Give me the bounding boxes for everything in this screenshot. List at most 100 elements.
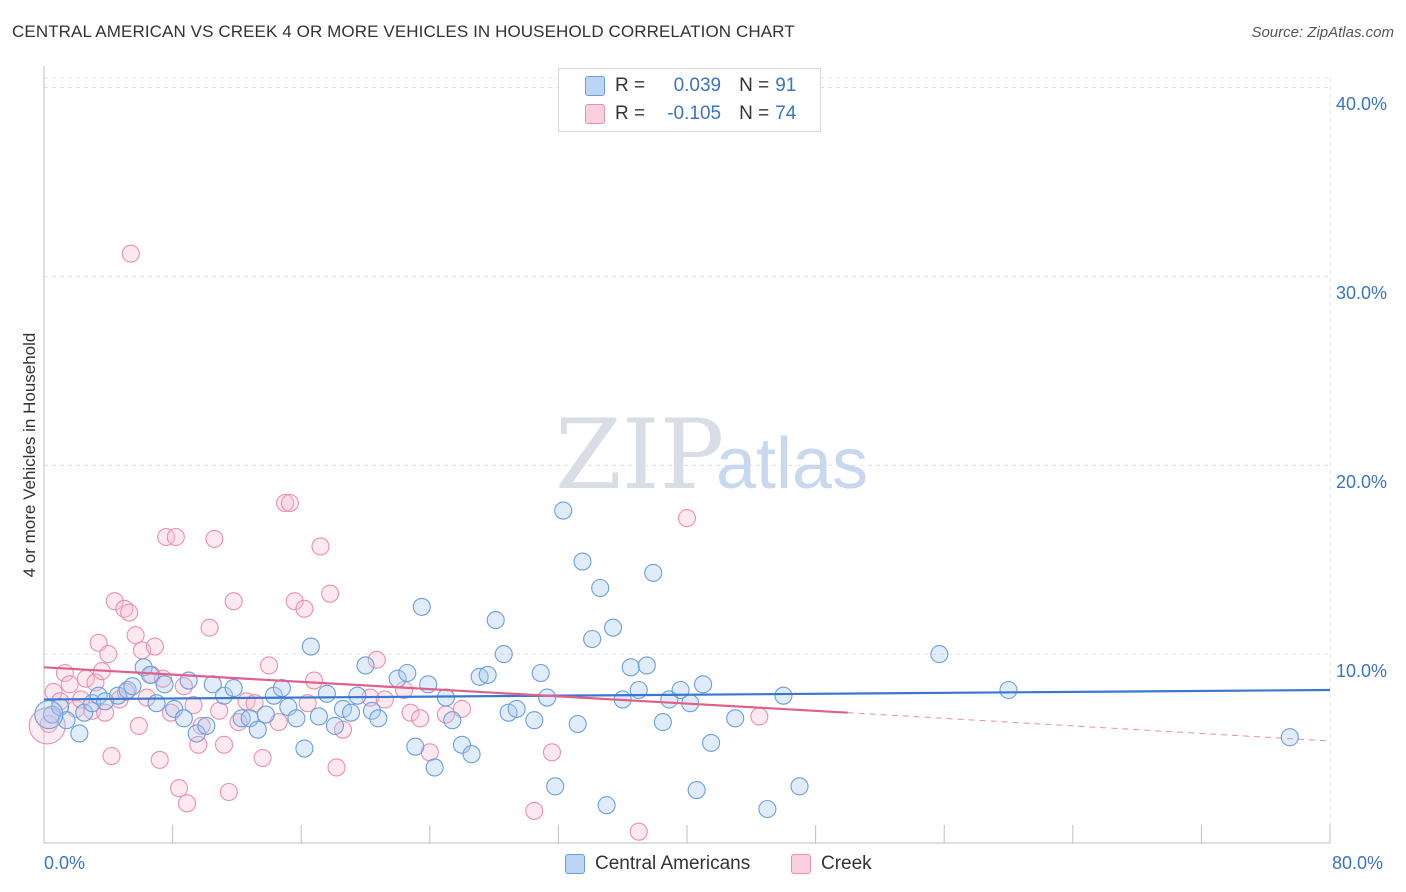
central-americans-point xyxy=(774,686,793,705)
central-americans-point xyxy=(758,799,777,819)
bottom-legend-swatch-pink xyxy=(791,854,811,874)
central-americans-point xyxy=(538,688,557,707)
creek-point xyxy=(280,493,299,513)
central-americans-point xyxy=(317,684,336,703)
central-americans-point xyxy=(197,716,216,735)
creek-point xyxy=(542,743,562,762)
y-tick-label-10: 10.0% xyxy=(1336,661,1388,682)
central-americans-point xyxy=(452,735,472,754)
creek-point xyxy=(166,527,185,547)
creek-point xyxy=(189,735,208,754)
bottom-legend-swatch-blue xyxy=(565,854,585,874)
creek-point xyxy=(375,690,394,709)
central-americans-point xyxy=(494,645,513,664)
creek-point xyxy=(120,603,139,622)
central-americans-point xyxy=(256,705,275,724)
legend-n-value: 91 xyxy=(775,75,797,96)
creek-point xyxy=(677,509,697,528)
creek-point xyxy=(311,537,330,556)
central-americans-point xyxy=(687,781,706,800)
legend-n-label: N = xyxy=(739,103,770,124)
central-americans-point xyxy=(301,637,320,656)
creek-trend-line xyxy=(43,666,848,714)
bottom-legend-label: Creek xyxy=(821,853,872,874)
creek-point xyxy=(126,626,145,645)
legend-r-label: R = xyxy=(615,103,646,124)
central-americans-point xyxy=(224,679,243,698)
central-americans-point xyxy=(478,665,497,684)
x-tick-label-max: 80.0% xyxy=(1332,853,1384,873)
central-americans-point xyxy=(362,701,381,720)
creek-point xyxy=(285,592,304,611)
creek-point xyxy=(750,707,769,726)
central-americans-point xyxy=(644,563,663,582)
creek-point xyxy=(169,779,189,798)
central-americans-point xyxy=(287,709,306,728)
legend-row-creek: R = -0.105 N = 74 xyxy=(585,102,796,126)
central-americans-point xyxy=(702,733,721,752)
central-americans-point xyxy=(70,724,89,743)
legend-r-value: -0.105 xyxy=(667,103,722,124)
central-americans-point xyxy=(325,716,345,735)
legend-row-central-americans: R = 0.039 N = 91 xyxy=(585,74,796,98)
creek-point xyxy=(214,735,234,754)
creek-point xyxy=(305,671,324,690)
legend-swatch-pink xyxy=(585,104,605,124)
creek-point xyxy=(395,680,414,700)
creek-point xyxy=(205,529,224,548)
legend-swatch-blue xyxy=(585,76,605,96)
bottom-legend-label: Central Americans xyxy=(595,853,751,874)
chart-title: CENTRAL AMERICAN VS CREEK 4 OR MORE VEHI… xyxy=(12,22,795,41)
creek-point xyxy=(178,794,197,813)
creek-point xyxy=(174,677,193,696)
x-tick-label-min: 0.0% xyxy=(44,853,86,873)
central-americans-point xyxy=(123,677,142,696)
central-americans-point xyxy=(134,658,153,677)
central-americans-point xyxy=(147,694,166,713)
creek-point xyxy=(411,709,430,728)
creek-point xyxy=(629,822,648,841)
creek-point xyxy=(184,696,203,715)
y-tick-label-20: 20.0% xyxy=(1336,472,1388,493)
central-americans-point xyxy=(412,597,431,616)
creek-point xyxy=(210,701,229,720)
legend: R = 0.039 N = 91 R = -0.105 N = 74 xyxy=(558,68,821,132)
watermark: ZIP atlas xyxy=(555,399,868,511)
creek-point xyxy=(99,645,118,664)
central-americans-point xyxy=(486,611,505,630)
central-americans-point xyxy=(174,709,193,728)
y-tick-label-40: 40.0% xyxy=(1336,94,1388,115)
central-americans-point xyxy=(568,714,587,734)
central-americans-point xyxy=(930,645,949,664)
creek-point xyxy=(129,716,148,735)
creek-point xyxy=(150,750,169,769)
central-americans-point xyxy=(356,656,375,675)
creek-trend-line-extension xyxy=(847,712,1331,742)
central-americans-point xyxy=(165,699,184,718)
trend-lines xyxy=(43,666,1331,742)
central-americans-point xyxy=(34,700,64,730)
legend-n-value: 74 xyxy=(775,103,797,124)
creek-point xyxy=(219,782,238,802)
central-americans-point xyxy=(653,713,672,732)
creek-point xyxy=(367,650,386,669)
central-americans-point xyxy=(309,707,328,726)
central-americans-point xyxy=(999,680,1018,700)
bottom-legend-creek: Creek xyxy=(791,852,872,876)
central-americans-point xyxy=(155,675,174,694)
creek-point xyxy=(253,748,272,768)
creek-point xyxy=(145,637,164,656)
central-americans-point xyxy=(621,658,640,677)
creek-point xyxy=(157,527,176,547)
y-tick-label-30: 30.0% xyxy=(1336,283,1388,304)
creek-point xyxy=(298,694,317,713)
bottom-legend-central-americans: Central Americans xyxy=(565,852,750,876)
central-americans-point xyxy=(507,699,526,718)
creek-point xyxy=(60,675,79,694)
central-americans-point xyxy=(591,578,610,598)
central-americans-point xyxy=(406,737,425,756)
creek-point xyxy=(105,592,124,611)
watermark-atlas: atlas xyxy=(716,424,868,504)
central-americans-points xyxy=(34,501,1299,819)
central-americans-point xyxy=(369,709,388,728)
